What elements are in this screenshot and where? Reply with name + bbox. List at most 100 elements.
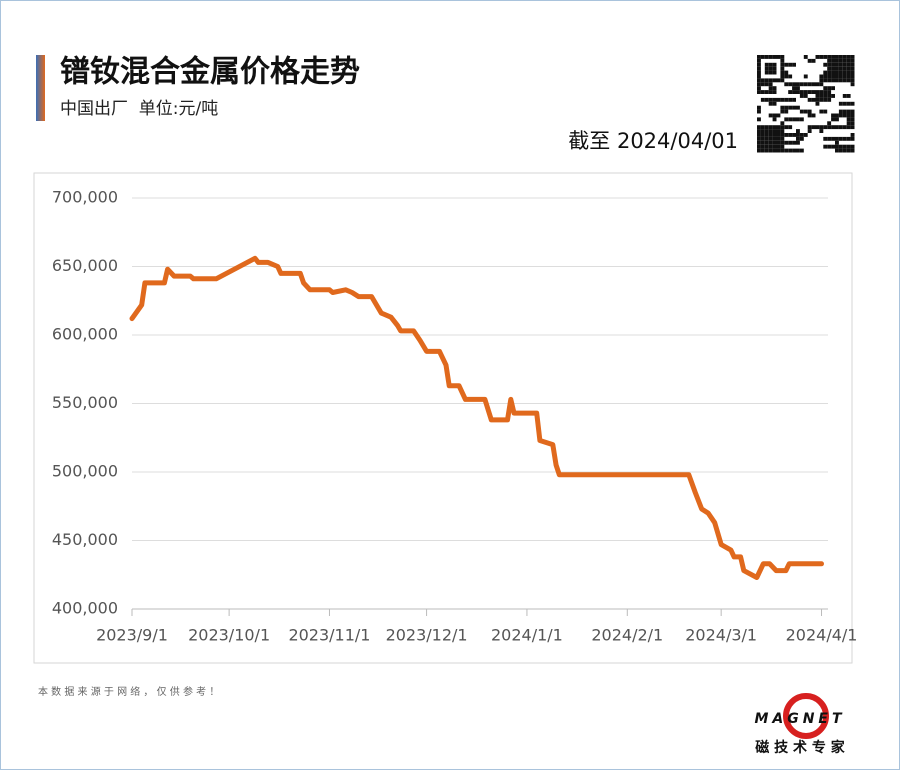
qr-module <box>835 125 839 130</box>
qr-module <box>811 90 816 94</box>
qr-module <box>768 82 773 87</box>
qr-module <box>831 55 835 59</box>
qr-module <box>780 140 785 145</box>
qr-module <box>799 82 804 87</box>
qr-module <box>811 82 816 87</box>
qr-module <box>764 125 769 130</box>
qr-module <box>784 97 789 102</box>
qr-module <box>772 113 777 118</box>
x-tick-label: 2024/1/1 <box>491 626 563 645</box>
qr-module <box>850 117 855 122</box>
qr-module <box>768 133 773 137</box>
qr-module <box>796 148 800 153</box>
qr-module <box>792 117 796 122</box>
qr-module <box>772 101 777 106</box>
qr-module <box>780 148 785 153</box>
qr-module <box>757 58 761 63</box>
qr-module <box>796 133 800 137</box>
qr-module <box>838 62 843 67</box>
qr-module <box>831 144 835 149</box>
qr-module <box>807 125 812 130</box>
qr-module <box>850 82 855 87</box>
qr-module <box>850 125 855 130</box>
qr-module <box>831 58 835 63</box>
qr-module <box>776 136 781 141</box>
qr-module <box>788 74 793 79</box>
qr-module <box>757 90 761 94</box>
qr-module <box>796 117 800 122</box>
qr-module <box>764 78 769 83</box>
subtitle: 中国出厂 单位:元/吨 <box>60 99 218 119</box>
qr-module <box>831 125 835 130</box>
qr-module <box>842 94 847 98</box>
brand: MAGNET <box>754 711 845 727</box>
qr-module <box>842 62 847 67</box>
qr-module <box>823 97 828 102</box>
qr-module <box>827 97 832 102</box>
qr-module <box>757 129 761 133</box>
qr-module <box>768 125 773 130</box>
qr-module <box>823 125 828 130</box>
qr-module <box>780 97 785 102</box>
qr-module <box>757 109 761 114</box>
qr-module <box>776 97 781 102</box>
qr-module <box>780 144 785 149</box>
qr-module <box>776 148 781 153</box>
qr-module <box>757 82 761 87</box>
qr-module <box>835 140 839 145</box>
qr-module <box>842 109 847 114</box>
qr-module <box>799 133 804 137</box>
qr-module <box>792 140 796 145</box>
qr-module <box>846 66 851 71</box>
qr-module <box>788 105 793 110</box>
qr-module <box>757 55 761 59</box>
qr-module <box>803 109 808 114</box>
qr-module <box>835 55 839 59</box>
qr-module <box>803 133 808 137</box>
qr-module <box>807 58 812 63</box>
qr-module <box>792 97 796 102</box>
qr-module <box>757 148 761 153</box>
qr-module <box>831 78 835 83</box>
qr-module <box>819 94 824 98</box>
y-tick-label: 650,000 <box>52 256 118 275</box>
qr-module <box>823 144 828 149</box>
qr-module <box>784 74 789 79</box>
qr-module <box>827 70 832 75</box>
x-tick-label: 2024/2/1 <box>591 626 663 645</box>
qr-module <box>760 55 765 59</box>
qr-module <box>772 129 777 133</box>
qr-module <box>831 117 835 122</box>
qr-module <box>788 133 793 137</box>
qr-module <box>768 113 773 118</box>
qr-module <box>838 144 843 149</box>
qr-module <box>835 117 839 122</box>
qr-module <box>815 101 820 106</box>
qr-module <box>815 82 820 87</box>
qr-module <box>850 70 855 75</box>
y-tick-label: 700,000 <box>52 188 118 207</box>
qr-module <box>846 55 851 59</box>
qr-module <box>780 136 785 141</box>
qr-module <box>796 90 800 94</box>
qr-module <box>846 58 851 63</box>
qr-module <box>772 148 777 153</box>
qr-module <box>850 136 855 141</box>
qr-module <box>850 66 855 71</box>
qr-module <box>757 62 761 67</box>
qr-module <box>760 90 765 94</box>
qr-module <box>760 82 765 87</box>
qr-module <box>846 136 851 141</box>
qr-module <box>842 74 847 79</box>
qr-module <box>823 78 828 83</box>
qr-module <box>764 140 769 145</box>
qr-module <box>768 136 773 141</box>
qr-module <box>792 133 796 137</box>
qr-module <box>846 148 851 153</box>
qr-module <box>838 101 843 106</box>
qr-module <box>807 129 812 133</box>
qr-module <box>760 148 765 153</box>
qr-module <box>772 70 777 75</box>
qr-module <box>788 82 793 87</box>
qr-module <box>823 70 828 75</box>
